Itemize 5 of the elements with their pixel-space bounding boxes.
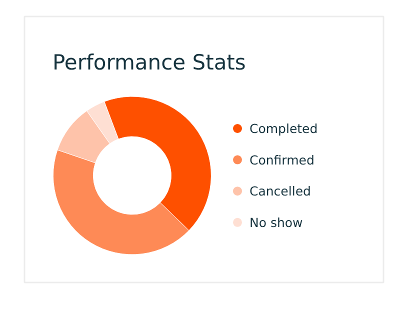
legend-label: No show xyxy=(250,214,303,230)
legend-label: Cancelled xyxy=(250,184,311,199)
legend-label: Confirmed xyxy=(250,152,314,168)
chart-title: Performance Stats xyxy=(52,50,246,74)
legend-label: Completed xyxy=(250,121,318,136)
